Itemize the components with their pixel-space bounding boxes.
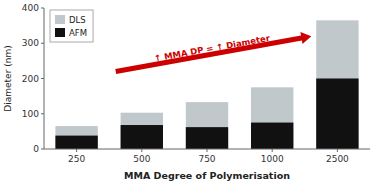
chart: 0 100 200 300 400 250 500 750 1000 2500 MMA Degree…	[0, 0, 378, 185]
bar	[55, 136, 97, 149]
y-tick	[41, 113, 44, 114]
bar	[121, 125, 163, 149]
y-tick-label: 300	[22, 38, 39, 48]
x-tick-label: 1000	[261, 154, 284, 164]
x-tick-label: 500	[133, 154, 150, 164]
x-tick	[272, 149, 273, 152]
y-tick-label: 100	[22, 109, 39, 119]
x-tick-label: 750	[198, 154, 215, 164]
y-tick	[41, 78, 44, 79]
x-tick	[141, 149, 142, 152]
y-tick	[41, 43, 44, 44]
y-tick-label: 200	[22, 74, 39, 84]
bar	[55, 126, 97, 149]
legend-label: DLS	[69, 15, 86, 25]
bar	[186, 127, 228, 149]
legend-label: AFM	[69, 28, 87, 38]
bars	[55, 20, 358, 149]
chart-container: 0 100 200 300 400 250 500 750 1000 2500 MMA Degree…	[0, 0, 378, 185]
x-tick-label: 250	[68, 154, 85, 164]
x-tick	[337, 149, 338, 152]
y-tick-label: 0	[33, 144, 39, 154]
legend-swatch	[55, 28, 65, 37]
legend-swatch	[55, 15, 65, 24]
bar	[251, 87, 293, 149]
x-tick-label: 2500	[326, 154, 349, 164]
legend: DLS AFM	[50, 10, 93, 42]
legend-box	[50, 10, 93, 42]
bar	[316, 20, 358, 149]
y-axis-label: Diameter (nm)	[3, 45, 13, 111]
bar	[251, 123, 293, 149]
annotation-text: ↑ MMA DP = ↑ Diameter	[153, 33, 271, 64]
x-tick	[76, 149, 77, 152]
y-tick-label: 400	[22, 3, 39, 13]
x-axis-label: MMA Degree of Polymerisation	[124, 170, 290, 181]
bar	[121, 113, 163, 149]
annotation-arrow	[115, 32, 311, 74]
x-tick	[207, 149, 208, 152]
y-tick	[41, 149, 44, 150]
bar	[186, 102, 228, 149]
y-tick	[41, 8, 44, 9]
bar	[316, 79, 358, 150]
